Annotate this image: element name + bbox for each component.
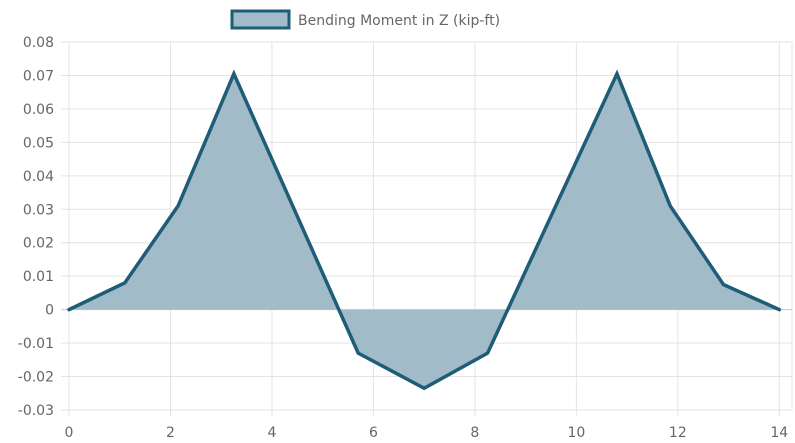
chart-area-series [67,69,782,391]
y-tick-label: 0.01 [23,269,54,285]
data-point [422,386,426,390]
y-tick-label: 0.06 [23,102,54,118]
data-point [123,281,127,285]
y-tick-label: -0.02 [18,370,54,386]
data-point [722,283,726,287]
data-point [777,308,781,312]
y-tick-label: 0 [45,303,54,319]
y-tick-label: 0.08 [23,35,54,51]
data-point [486,351,490,355]
x-tick-label: 12 [669,425,687,441]
y-tick-label: -0.03 [18,403,54,419]
chart-legend[interactable]: Bending Moment in Z (kip-ft) [230,9,500,30]
x-tick-label: 2 [166,425,175,441]
data-point [356,351,360,355]
x-tick-label: 6 [369,425,378,441]
data-point [232,72,236,76]
legend-swatch [230,9,291,30]
x-tick-label: 8 [470,425,479,441]
y-tick-label: 0.05 [23,135,54,151]
data-point [668,204,672,208]
area-fill [69,73,780,389]
y-tick-label: 0.03 [23,202,54,218]
x-axis-ticks: 0 2 4 6 8 10 12 14 [65,425,789,441]
y-axis-ticks: 0.08 0.07 0.06 0.05 0.04 0.03 0.02 0.01 0 -0.01 -0… [18,35,54,419]
data-point [67,308,71,312]
data-point [176,204,180,208]
x-tick-label: 10 [567,425,585,441]
y-tick-label: 0.04 [23,169,54,185]
x-tick-label: 14 [770,425,788,441]
x-tick-label: 0 [65,425,74,441]
y-tick-label: 0.02 [23,236,54,252]
y-tick-label: -0.01 [18,336,54,352]
data-point [615,72,619,76]
y-tick-label: 0.07 [23,68,54,84]
x-tick-label: 4 [267,425,276,441]
legend-label: Bending Moment in Z (kip-ft) [298,13,500,29]
